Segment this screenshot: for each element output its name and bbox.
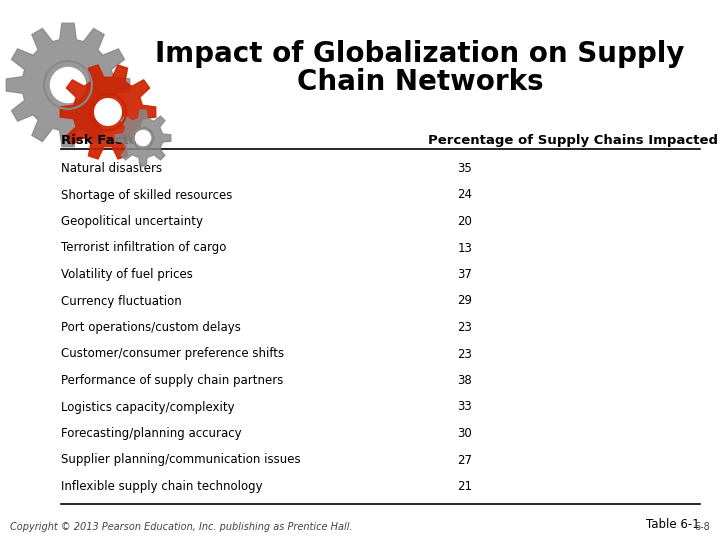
Text: 30: 30 bbox=[457, 427, 472, 440]
Circle shape bbox=[95, 99, 121, 125]
Text: Customer/consumer preference shifts: Customer/consumer preference shifts bbox=[61, 348, 284, 361]
Polygon shape bbox=[6, 23, 130, 147]
Text: Copyright © 2013 Pearson Education, Inc. publishing as Prentice Hall.: Copyright © 2013 Pearson Education, Inc.… bbox=[10, 522, 353, 532]
Text: 38: 38 bbox=[457, 374, 472, 387]
Polygon shape bbox=[115, 110, 171, 166]
Text: 27: 27 bbox=[457, 454, 472, 467]
Text: 23: 23 bbox=[457, 321, 472, 334]
Text: Supplier planning/communication issues: Supplier planning/communication issues bbox=[61, 454, 301, 467]
Text: 13: 13 bbox=[457, 241, 472, 254]
Text: 35: 35 bbox=[457, 162, 472, 175]
Text: 6-8: 6-8 bbox=[694, 522, 710, 532]
Text: 20: 20 bbox=[457, 215, 472, 228]
Text: Chain Networks: Chain Networks bbox=[297, 68, 544, 96]
Text: Geopolitical uncertainty: Geopolitical uncertainty bbox=[61, 215, 203, 228]
Text: 33: 33 bbox=[457, 401, 472, 414]
Text: Volatility of fuel prices: Volatility of fuel prices bbox=[61, 268, 193, 281]
Text: Impact of Globalization on Supply: Impact of Globalization on Supply bbox=[156, 40, 685, 68]
Text: Risk Factors: Risk Factors bbox=[61, 134, 153, 147]
Text: Percentage of Supply Chains Impacted: Percentage of Supply Chains Impacted bbox=[428, 134, 719, 147]
Text: Performance of supply chain partners: Performance of supply chain partners bbox=[61, 374, 284, 387]
Text: Shortage of skilled resources: Shortage of skilled resources bbox=[61, 188, 233, 201]
Text: Natural disasters: Natural disasters bbox=[61, 162, 162, 175]
Text: 37: 37 bbox=[457, 268, 472, 281]
Text: Forecasting/planning accuracy: Forecasting/planning accuracy bbox=[61, 427, 242, 440]
Text: 21: 21 bbox=[457, 480, 472, 493]
Text: Terrorist infiltration of cargo: Terrorist infiltration of cargo bbox=[61, 241, 227, 254]
Circle shape bbox=[135, 130, 150, 146]
Polygon shape bbox=[60, 65, 156, 159]
Text: 23: 23 bbox=[457, 348, 472, 361]
Text: Currency fluctuation: Currency fluctuation bbox=[61, 294, 182, 307]
Text: Logistics capacity/complexity: Logistics capacity/complexity bbox=[61, 401, 235, 414]
Text: 29: 29 bbox=[457, 294, 472, 307]
Text: Port operations/custom delays: Port operations/custom delays bbox=[61, 321, 241, 334]
Text: Inflexible supply chain technology: Inflexible supply chain technology bbox=[61, 480, 263, 493]
Circle shape bbox=[50, 68, 86, 103]
Text: Table 6-1: Table 6-1 bbox=[647, 517, 700, 530]
Text: 24: 24 bbox=[457, 188, 472, 201]
